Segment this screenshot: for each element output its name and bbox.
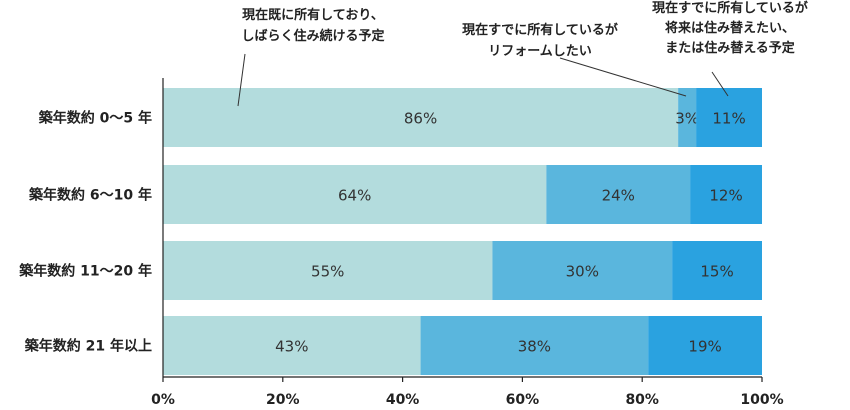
data-label: 11%	[712, 110, 745, 128]
bar-segment	[696, 88, 762, 147]
annotation-leader	[237, 53, 246, 107]
annotation-text: しばらく住み続ける予定	[241, 28, 384, 44]
annotation-text: 現在すでに所有しているが	[462, 22, 618, 38]
data-label: 86%	[404, 110, 437, 128]
annotation-text: または住み替える予定	[665, 40, 795, 56]
data-label: 24%	[602, 187, 635, 205]
bar-segment	[648, 316, 762, 375]
annotation-text: 将来は住み替えたい、	[665, 20, 795, 36]
data-label: 55%	[311, 263, 344, 281]
x-tick-label: 60%	[506, 392, 540, 408]
bar-segment	[420, 316, 649, 375]
category-label: 築年数約 0〜5 年	[38, 110, 152, 127]
category-label: 築年数約 6〜10 年	[28, 187, 152, 204]
x-tick-label: 80%	[625, 392, 659, 408]
category-label: 築年数約 11〜20 年	[18, 263, 152, 280]
data-label: 64%	[338, 187, 371, 205]
annotation-leader	[711, 71, 729, 97]
bar-segment	[546, 165, 691, 224]
x-tick-label: 40%	[386, 392, 420, 408]
bar-segment	[672, 241, 762, 300]
annotation-leader	[559, 57, 687, 97]
bar-segment	[163, 165, 547, 224]
data-label: 12%	[709, 187, 742, 205]
bar-segment	[163, 88, 679, 147]
annotation-text: リフォームしたい	[488, 44, 592, 59]
x-tick-label: 0%	[151, 392, 175, 408]
annotation-text: 現在すでに所有しているが	[652, 0, 808, 16]
data-label: 15%	[700, 263, 733, 281]
x-tick-label: 100%	[740, 392, 783, 408]
bar-segment	[492, 241, 673, 300]
x-tick-label: 20%	[266, 392, 300, 408]
bar-segment	[678, 88, 697, 147]
data-label: 3%	[675, 110, 699, 128]
data-label: 30%	[566, 263, 599, 281]
bar-segment	[163, 316, 421, 375]
data-label: 43%	[275, 338, 308, 356]
data-label: 38%	[518, 338, 551, 356]
annotation-text: 現在既に所有しており、	[242, 7, 384, 23]
category-label: 築年数約 21 年以上	[24, 338, 152, 355]
bar-segment	[690, 165, 762, 224]
data-label: 19%	[688, 338, 721, 356]
bar-segment	[163, 241, 493, 300]
